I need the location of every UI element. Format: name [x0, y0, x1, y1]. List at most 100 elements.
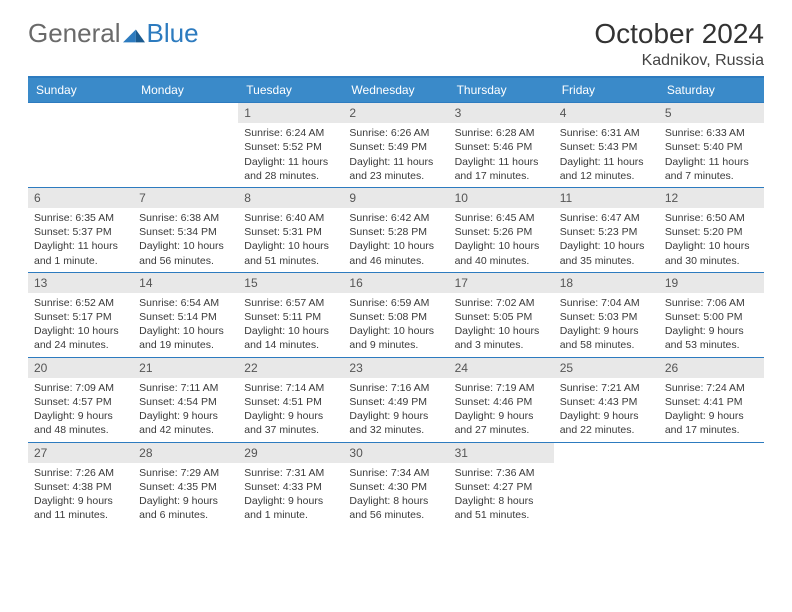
- sunset-line: Sunset: 5:11 PM: [244, 310, 337, 324]
- day-body: Sunrise: 7:26 AMSunset: 4:38 PMDaylight:…: [28, 463, 133, 527]
- daylight-line: Daylight: 10 hours and 46 minutes.: [349, 239, 442, 267]
- sunrise-line: Sunrise: 7:02 AM: [455, 296, 548, 310]
- sunrise-line: Sunrise: 6:24 AM: [244, 126, 337, 140]
- daylight-line: Daylight: 9 hours and 22 minutes.: [560, 409, 653, 437]
- sunrise-line: Sunrise: 7:19 AM: [455, 381, 548, 395]
- day-cell: 8Sunrise: 6:40 AMSunset: 5:31 PMDaylight…: [238, 187, 343, 272]
- day-number: 19: [659, 273, 764, 293]
- sunrise-line: Sunrise: 7:31 AM: [244, 466, 337, 480]
- sunset-line: Sunset: 4:38 PM: [34, 480, 127, 494]
- logo-triangle-icon: [123, 27, 145, 43]
- day-cell: 19Sunrise: 7:06 AMSunset: 5:00 PMDayligh…: [659, 272, 764, 357]
- daylight-line: Daylight: 9 hours and 27 minutes.: [455, 409, 548, 437]
- day-cell: 14Sunrise: 6:54 AMSunset: 5:14 PMDayligh…: [133, 272, 238, 357]
- daylight-line: Daylight: 9 hours and 32 minutes.: [349, 409, 442, 437]
- day-number: 29: [238, 443, 343, 463]
- sunrise-line: Sunrise: 6:57 AM: [244, 296, 337, 310]
- day-number: 1: [238, 103, 343, 123]
- daylight-line: Daylight: 9 hours and 1 minute.: [244, 494, 337, 522]
- sunrise-line: Sunrise: 6:28 AM: [455, 126, 548, 140]
- day-number: 30: [343, 443, 448, 463]
- daylight-line: Daylight: 11 hours and 28 minutes.: [244, 155, 337, 183]
- day-body: Sunrise: 7:02 AMSunset: 5:05 PMDaylight:…: [449, 293, 554, 357]
- sunset-line: Sunset: 4:33 PM: [244, 480, 337, 494]
- daylight-line: Daylight: 9 hours and 11 minutes.: [34, 494, 127, 522]
- daylight-line: Daylight: 11 hours and 7 minutes.: [665, 155, 758, 183]
- daylight-line: Daylight: 8 hours and 51 minutes.: [455, 494, 548, 522]
- sunrise-line: Sunrise: 7:29 AM: [139, 466, 232, 480]
- day-number: 8: [238, 188, 343, 208]
- sunset-line: Sunset: 5:37 PM: [34, 225, 127, 239]
- day-body: Sunrise: 6:45 AMSunset: 5:26 PMDaylight:…: [449, 208, 554, 272]
- daylight-line: Daylight: 10 hours and 40 minutes.: [455, 239, 548, 267]
- day-cell: 30Sunrise: 7:34 AMSunset: 4:30 PMDayligh…: [343, 442, 448, 527]
- location: Kadnikov, Russia: [594, 52, 764, 70]
- sunset-line: Sunset: 5:03 PM: [560, 310, 653, 324]
- day-number: 28: [133, 443, 238, 463]
- sunset-line: Sunset: 5:23 PM: [560, 225, 653, 239]
- day-number: 10: [449, 188, 554, 208]
- sunrise-line: Sunrise: 7:26 AM: [34, 466, 127, 480]
- day-cell: 3Sunrise: 6:28 AMSunset: 5:46 PMDaylight…: [449, 102, 554, 187]
- sunset-line: Sunset: 5:31 PM: [244, 225, 337, 239]
- day-cell: 12Sunrise: 6:50 AMSunset: 5:20 PMDayligh…: [659, 187, 764, 272]
- day-cell: 2Sunrise: 6:26 AMSunset: 5:49 PMDaylight…: [343, 102, 448, 187]
- day-number: 24: [449, 358, 554, 378]
- day-body: Sunrise: 7:31 AMSunset: 4:33 PMDaylight:…: [238, 463, 343, 527]
- day-body: Sunrise: 6:47 AMSunset: 5:23 PMDaylight:…: [554, 208, 659, 272]
- empty-cell: [659, 442, 764, 527]
- day-number: 31: [449, 443, 554, 463]
- day-body: Sunrise: 6:57 AMSunset: 5:11 PMDaylight:…: [238, 293, 343, 357]
- sunrise-line: Sunrise: 7:06 AM: [665, 296, 758, 310]
- day-cell: 16Sunrise: 6:59 AMSunset: 5:08 PMDayligh…: [343, 272, 448, 357]
- day-number: 27: [28, 443, 133, 463]
- sunset-line: Sunset: 5:34 PM: [139, 225, 232, 239]
- day-cell: 13Sunrise: 6:52 AMSunset: 5:17 PMDayligh…: [28, 272, 133, 357]
- day-header: Tuesday: [238, 78, 343, 102]
- sunrise-line: Sunrise: 7:34 AM: [349, 466, 442, 480]
- day-number: 2: [343, 103, 448, 123]
- day-body: Sunrise: 6:54 AMSunset: 5:14 PMDaylight:…: [133, 293, 238, 357]
- calendar-grid: SundayMondayTuesdayWednesdayThursdayFrid…: [28, 76, 764, 526]
- daylight-line: Daylight: 10 hours and 56 minutes.: [139, 239, 232, 267]
- daylight-line: Daylight: 11 hours and 12 minutes.: [560, 155, 653, 183]
- sunrise-line: Sunrise: 6:47 AM: [560, 211, 653, 225]
- sunrise-line: Sunrise: 7:14 AM: [244, 381, 337, 395]
- day-number: 6: [28, 188, 133, 208]
- day-number: 13: [28, 273, 133, 293]
- day-cell: 6Sunrise: 6:35 AMSunset: 5:37 PMDaylight…: [28, 187, 133, 272]
- day-body: Sunrise: 6:31 AMSunset: 5:43 PMDaylight:…: [554, 123, 659, 187]
- sunrise-line: Sunrise: 6:45 AM: [455, 211, 548, 225]
- sunrise-line: Sunrise: 6:40 AM: [244, 211, 337, 225]
- day-cell: 27Sunrise: 7:26 AMSunset: 4:38 PMDayligh…: [28, 442, 133, 527]
- sunrise-line: Sunrise: 7:24 AM: [665, 381, 758, 395]
- empty-cell: [133, 102, 238, 187]
- day-cell: 11Sunrise: 6:47 AMSunset: 5:23 PMDayligh…: [554, 187, 659, 272]
- day-number: 11: [554, 188, 659, 208]
- sunrise-line: Sunrise: 6:31 AM: [560, 126, 653, 140]
- sunset-line: Sunset: 5:26 PM: [455, 225, 548, 239]
- day-header: Monday: [133, 78, 238, 102]
- day-body: Sunrise: 7:09 AMSunset: 4:57 PMDaylight:…: [28, 378, 133, 442]
- sunset-line: Sunset: 4:30 PM: [349, 480, 442, 494]
- day-number: 15: [238, 273, 343, 293]
- day-number: 21: [133, 358, 238, 378]
- day-number: 16: [343, 273, 448, 293]
- sunrise-line: Sunrise: 6:50 AM: [665, 211, 758, 225]
- logo-text-2: Blue: [147, 18, 199, 49]
- daylight-line: Daylight: 10 hours and 19 minutes.: [139, 324, 232, 352]
- daylight-line: Daylight: 11 hours and 23 minutes.: [349, 155, 442, 183]
- day-cell: 23Sunrise: 7:16 AMSunset: 4:49 PMDayligh…: [343, 357, 448, 442]
- day-cell: 31Sunrise: 7:36 AMSunset: 4:27 PMDayligh…: [449, 442, 554, 527]
- daylight-line: Daylight: 9 hours and 17 minutes.: [665, 409, 758, 437]
- day-cell: 4Sunrise: 6:31 AMSunset: 5:43 PMDaylight…: [554, 102, 659, 187]
- sunrise-line: Sunrise: 7:04 AM: [560, 296, 653, 310]
- day-cell: 21Sunrise: 7:11 AMSunset: 4:54 PMDayligh…: [133, 357, 238, 442]
- sunset-line: Sunset: 5:28 PM: [349, 225, 442, 239]
- day-number: 9: [343, 188, 448, 208]
- daylight-line: Daylight: 10 hours and 24 minutes.: [34, 324, 127, 352]
- logo-text-1: General: [28, 18, 121, 49]
- day-cell: 18Sunrise: 7:04 AMSunset: 5:03 PMDayligh…: [554, 272, 659, 357]
- sunset-line: Sunset: 4:57 PM: [34, 395, 127, 409]
- day-number: 26: [659, 358, 764, 378]
